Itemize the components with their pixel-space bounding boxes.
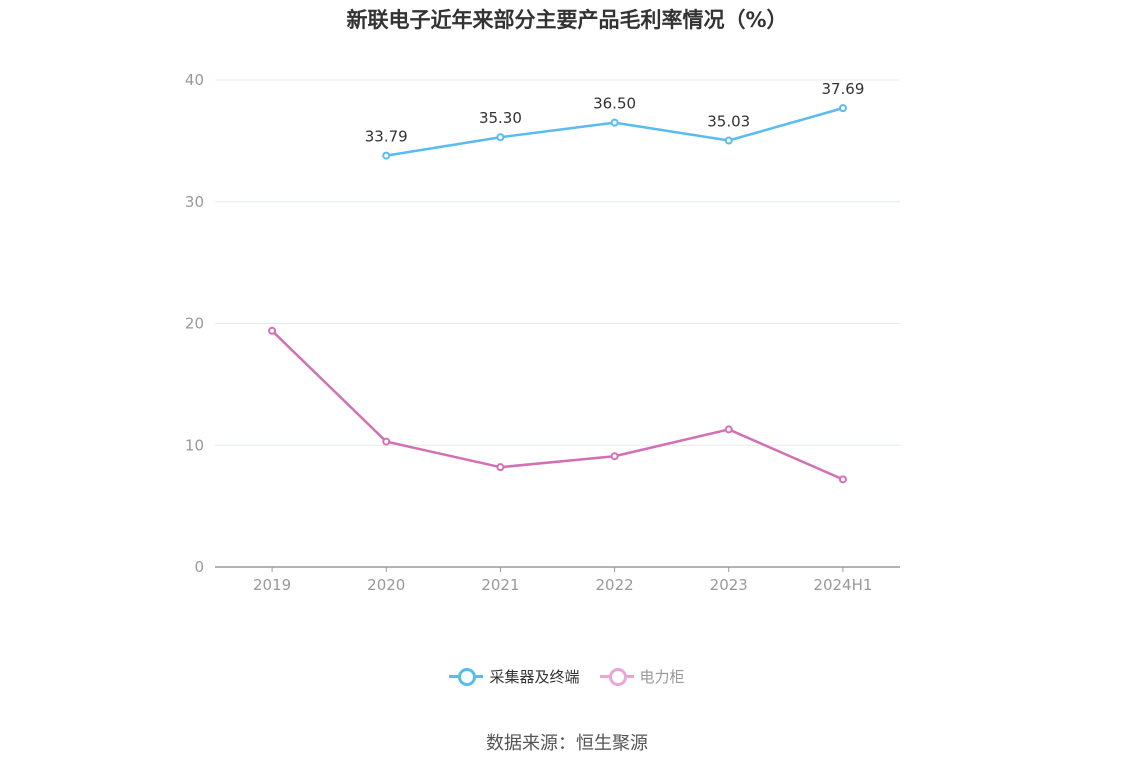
source-note: 数据来源：恒生聚源 [486, 733, 648, 754]
grid-lines [215, 79, 900, 446]
data-point[interactable] [496, 463, 505, 472]
data-label: 33.79 [365, 128, 408, 146]
data-point[interactable] [724, 425, 733, 434]
x-tick-label: 2022 [595, 576, 633, 594]
data-point[interactable] [382, 151, 391, 160]
data-point[interactable] [610, 452, 619, 461]
x-axis [215, 566, 900, 572]
data-label: 36.50 [593, 95, 636, 113]
legend-item-series-1[interactable]: 电力柜 [599, 664, 685, 688]
x-tick-label: 2021 [481, 576, 519, 594]
data-point[interactable] [382, 437, 391, 446]
data-point[interactable] [724, 136, 733, 145]
legend-label: 采集器及终端 [489, 667, 580, 686]
x-axis-tick-labels: 2019 2020 2021 2022 2023 2024H1 [253, 576, 872, 594]
legend-marker-icon [449, 664, 484, 688]
legend: 采集器及终端 电力柜 [0, 664, 1134, 688]
data-point[interactable] [496, 133, 505, 142]
y-tick-label: 30 [185, 193, 204, 211]
y-tick-label: 0 [194, 558, 204, 576]
data-labels: 33.79 35.30 36.50 35.03 37.69 [365, 80, 865, 145]
data-point[interactable] [268, 326, 277, 335]
data-point[interactable] [838, 104, 847, 113]
x-tick-label: 2020 [367, 576, 405, 594]
data-label: 35.03 [707, 113, 750, 131]
legend-label: 电力柜 [639, 667, 685, 686]
series-line-0 [386, 106, 844, 157]
chart-title: 新联电子近年来部分主要产品毛利率情况（%） [346, 8, 788, 32]
x-tick-label: 2019 [253, 576, 291, 594]
data-point[interactable] [838, 475, 847, 484]
legend-item-series-0[interactable]: 采集器及终端 [449, 664, 580, 688]
legend-marker-icon [599, 664, 634, 688]
y-axis-tick-labels: 0 10 20 30 40 [185, 71, 204, 576]
data-point[interactable] [610, 118, 619, 127]
y-tick-label: 20 [185, 315, 204, 333]
data-label: 37.69 [821, 80, 864, 98]
x-tick-label: 2024H1 [813, 576, 872, 594]
x-tick-label: 2023 [710, 576, 748, 594]
y-tick-label: 10 [185, 436, 204, 454]
data-label: 35.30 [479, 109, 522, 127]
y-tick-label: 40 [185, 71, 204, 89]
series-line-1 [271, 329, 844, 481]
series-lines [268, 104, 847, 484]
